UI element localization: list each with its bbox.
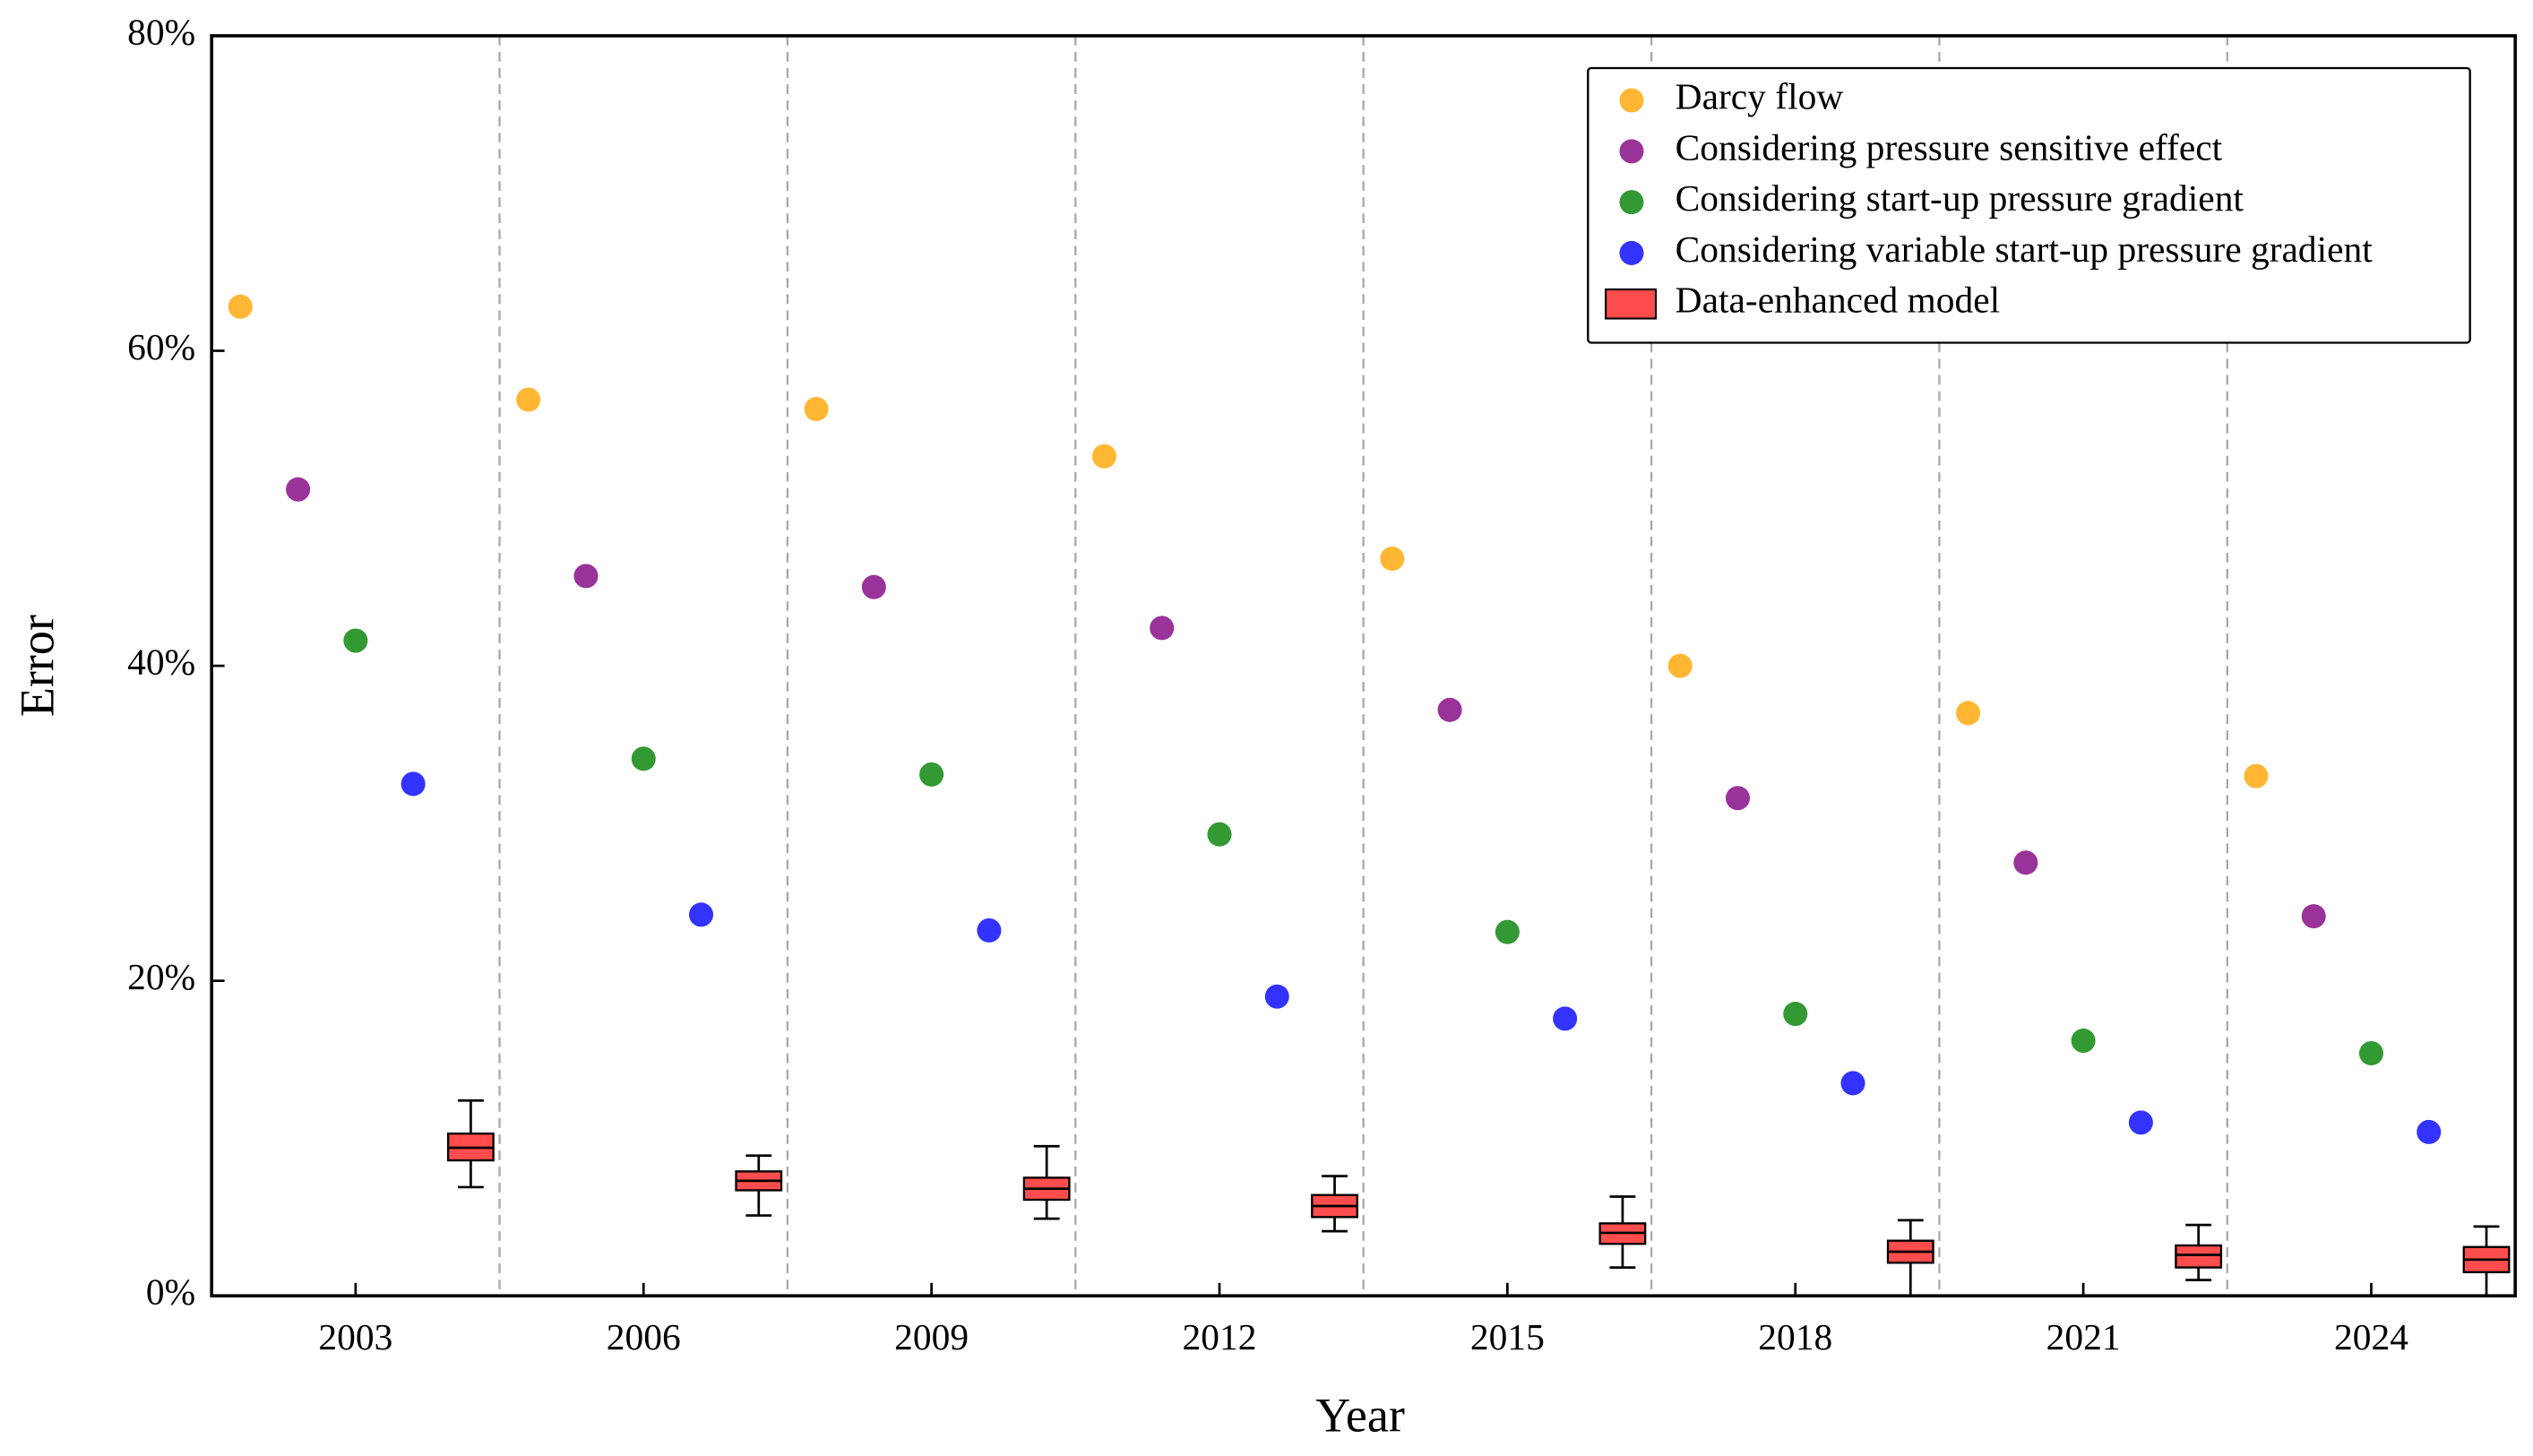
point: [516, 387, 541, 412]
point: [228, 294, 253, 319]
point: [401, 771, 426, 797]
point: [1380, 547, 1405, 572]
legend-label: Darcy flow: [1676, 76, 1844, 117]
x-tick-label: 2021: [2046, 1316, 2121, 1357]
point: [1725, 786, 1750, 811]
y-axis-label: Error: [10, 615, 64, 717]
x-tick-label: 2009: [894, 1316, 969, 1357]
point: [1956, 701, 1981, 726]
box-plot: [1598, 1195, 1647, 1269]
point: [343, 628, 368, 653]
box-plot: [447, 1098, 495, 1189]
y-tick-label: 80%: [127, 11, 195, 52]
box-plot: [1886, 1219, 1934, 1297]
point: [1783, 1002, 1808, 1027]
legend: Darcy flow Considering pressure sensitive…: [1587, 66, 2471, 344]
y-tick-label: 0%: [146, 1271, 195, 1313]
legend-label: Considering start-up pressure gradient: [1676, 177, 2244, 219]
point: [1264, 984, 1289, 1009]
box-plot: [735, 1154, 783, 1217]
legend-label: Data-enhanced model: [1676, 280, 2001, 321]
point: [2128, 1110, 2153, 1135]
legend-marker: [1619, 190, 1644, 215]
point: [631, 746, 656, 771]
point: [2417, 1119, 2442, 1144]
point: [1150, 616, 1175, 641]
point: [1207, 822, 1232, 847]
point: [2071, 1028, 2096, 1053]
point: [1667, 653, 1693, 678]
legend-label: Considering pressure sensitive effect: [1676, 126, 2223, 168]
point: [286, 477, 311, 502]
point: [861, 574, 886, 599]
legend-marker: [1619, 139, 1644, 164]
x-tick-label: 2018: [1758, 1316, 1832, 1357]
x-axis-label: Year: [1315, 1388, 1405, 1442]
y-tick-label: 60%: [127, 326, 195, 367]
legend-frame: [1587, 66, 2471, 344]
box-plot: [2175, 1223, 2223, 1282]
x-tick-label: 2015: [1470, 1316, 1545, 1357]
point: [919, 762, 944, 787]
point: [2358, 1040, 2384, 1066]
point: [977, 918, 1002, 943]
plot-frame: [210, 34, 2517, 1298]
box: [2175, 1244, 2223, 1269]
point: [1437, 697, 1462, 722]
point: [1495, 919, 1520, 944]
point: [573, 564, 599, 589]
legend-marker: [1605, 288, 1658, 320]
legend-marker: [1619, 88, 1644, 113]
legend-marker: [1619, 240, 1644, 265]
point: [2013, 850, 2038, 875]
point: [2301, 904, 2326, 929]
point: [688, 902, 714, 927]
legend-label: Considering variable start-up pressure g…: [1676, 228, 2374, 270]
point: [2244, 763, 2269, 788]
x-tick-label: 2012: [1183, 1316, 1257, 1357]
box-plot: [2462, 1225, 2511, 1297]
y-tick-label: 20%: [127, 956, 195, 997]
box-plot: [1022, 1144, 1071, 1220]
box-plot: [1311, 1175, 1358, 1233]
x-tick-label: 2024: [2334, 1316, 2408, 1357]
point: [804, 397, 829, 422]
point: [1553, 1006, 1578, 1031]
point: [1091, 444, 1116, 469]
point: [1840, 1071, 1865, 1096]
x-tick-label: 2006: [607, 1316, 681, 1357]
x-tick-label: 2003: [318, 1316, 392, 1357]
y-tick-label: 40%: [127, 642, 195, 683]
